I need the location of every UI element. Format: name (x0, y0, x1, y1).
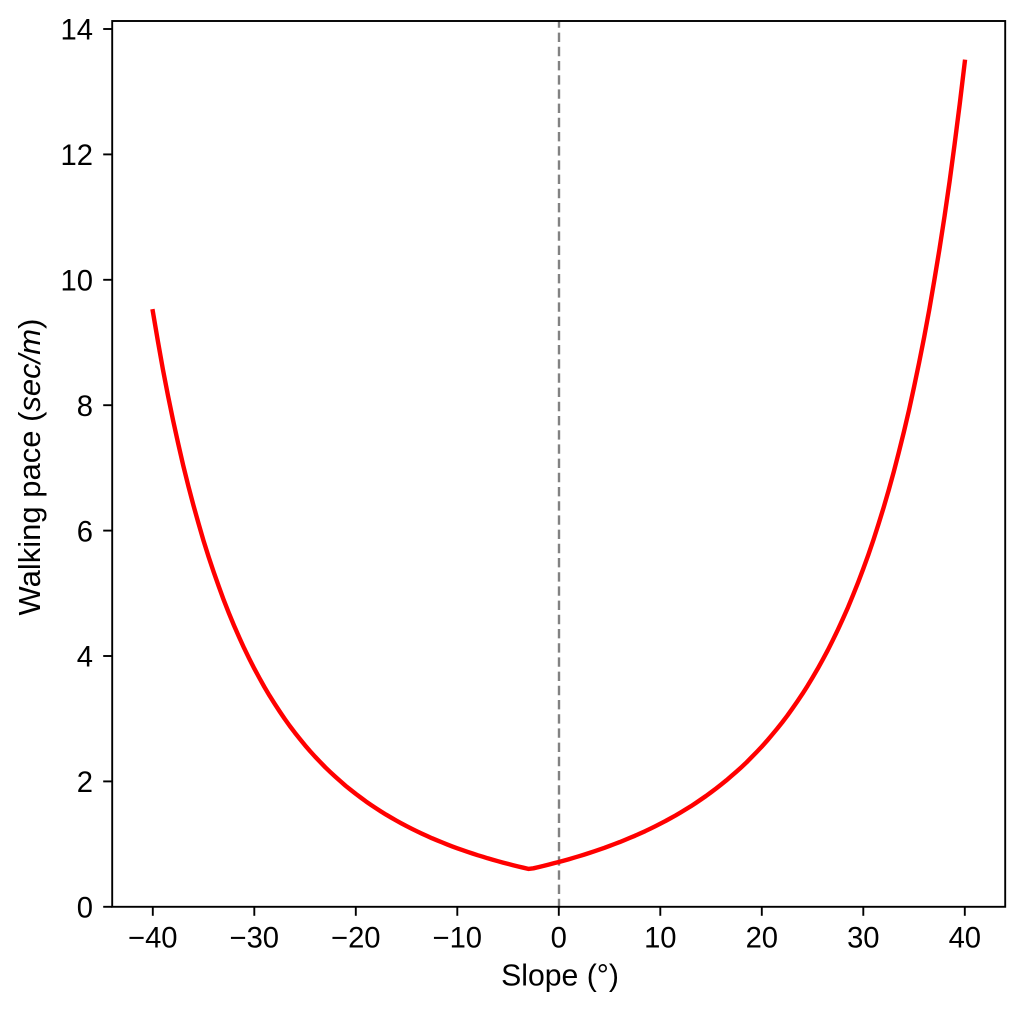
svg-text:8: 8 (77, 391, 93, 423)
svg-text:20: 20 (746, 923, 778, 955)
svg-text:30: 30 (847, 923, 879, 955)
svg-text:40: 40 (949, 923, 981, 955)
svg-text:6: 6 (77, 516, 93, 548)
svg-text:10: 10 (61, 266, 93, 298)
svg-text:2: 2 (77, 767, 93, 799)
svg-text:Walking pace (sec/m): Walking pace (sec/m) (12, 319, 47, 616)
svg-text:−40: −40 (128, 923, 178, 955)
svg-text:14: 14 (61, 15, 93, 47)
svg-text:4: 4 (77, 642, 93, 674)
svg-text:0: 0 (77, 893, 93, 925)
svg-text:12: 12 (61, 140, 93, 172)
svg-text:Slope (°): Slope (°) (501, 960, 619, 993)
svg-text:−30: −30 (230, 923, 280, 955)
svg-text:10: 10 (644, 923, 676, 955)
svg-text:−10: −10 (433, 923, 483, 955)
svg-text:−20: −20 (331, 923, 381, 955)
svg-text:0: 0 (551, 923, 567, 955)
